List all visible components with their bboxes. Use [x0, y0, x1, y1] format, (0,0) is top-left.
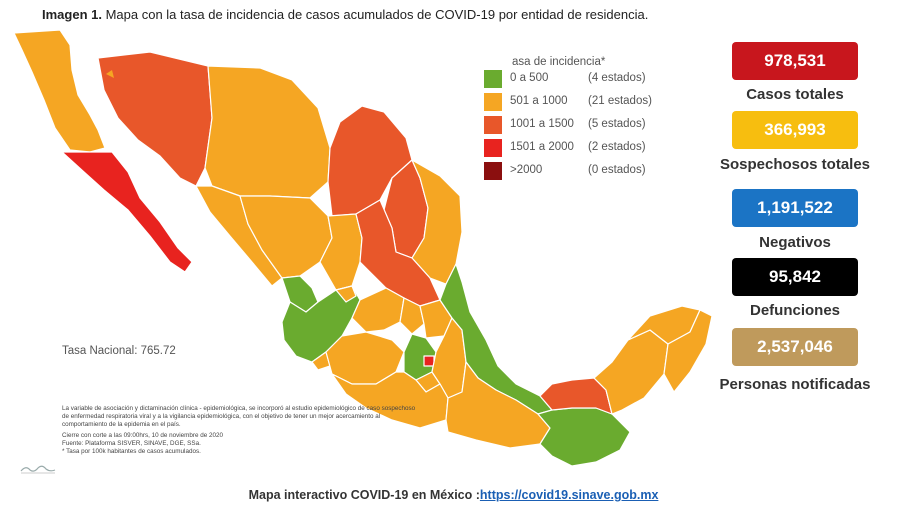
legend-count: (0 estados) [588, 164, 646, 176]
state-tamaulipas [411, 159, 463, 285]
stat-cases-label: Casos totales [746, 86, 844, 103]
state-guerrero [331, 371, 449, 429]
national-rate: Tasa Nacional: 765.72 [62, 345, 176, 357]
logo-icon [20, 465, 56, 474]
footnote-methodology: La variable de asociación y dictaminació… [62, 405, 416, 428]
stat-suspected-value: 366,993 [732, 111, 858, 149]
legend-swatch-orange [484, 93, 502, 111]
stat-negatives-label: Negativos [759, 234, 831, 251]
state-jalisco [281, 285, 361, 363]
legend-row: 1501 a 2000 (2 estados) [484, 139, 659, 157]
state-baja-california-sur [61, 151, 193, 273]
state-aguascalientes [335, 285, 357, 303]
legend-range: >2000 [510, 164, 543, 176]
state-quintana-roo [663, 309, 713, 393]
stat-deaths-value: 95,842 [732, 258, 858, 296]
stat-notified-value: 2,537,046 [732, 328, 858, 366]
stat-cases-value: 978,531 [732, 42, 858, 80]
stat-suspected-label: Sospechosos totales [719, 156, 871, 173]
legend-swatch-red [484, 139, 502, 157]
state-baja-california [13, 29, 106, 153]
legend-swatch-dark-red [484, 162, 502, 180]
legend-range: 0 a 500 [510, 72, 549, 84]
figure-title: Imagen 1. Mapa con la tasa de incidencia… [42, 7, 648, 22]
state-chiapas [537, 407, 631, 467]
island [106, 70, 114, 78]
state-queretaro [399, 297, 425, 335]
legend-swatch-dark-orange [484, 116, 502, 134]
footer: Mapa interactivo COVID-19 en México :htt… [0, 488, 907, 502]
legend-row: >2000 (0 estados) [484, 162, 659, 180]
stat-negatives-value: 1,191,522 [732, 189, 858, 227]
legend-row: 0 a 500 (4 estados) [484, 70, 659, 88]
footnote-source: Fuente: Plataforma SISVER, SINAVE, DGE, … [62, 440, 201, 447]
interactive-map-link[interactable]: https://covid19.sinave.gob.mx [479, 488, 659, 502]
legend-count: (2 estados) [588, 141, 646, 153]
stat-notified-label: Personas notificadas [719, 376, 871, 393]
legend-count: (5 estados) [588, 118, 646, 130]
legend-range: 1501 a 2000 [510, 141, 574, 153]
legend-range: 1001 a 1500 [510, 118, 574, 130]
footnotes: La variable de asociación y dictaminació… [62, 405, 422, 456]
footnote-cutoff: Cierre con corte a las 09:00hrs, 10 de n… [62, 432, 224, 439]
footnote-rate-definition: * Tasa por 100k habitantes de casos acum… [62, 448, 201, 455]
figure-title-text: Mapa con la tasa de incidencia de casos … [105, 7, 649, 22]
legend-title: asa de incidencia* [512, 56, 606, 68]
footer-text: Mapa interactivo COVID-19 en México : [248, 488, 480, 502]
legend-count: (21 estados) [588, 95, 652, 107]
figure-title-prefix: Imagen 1. [42, 7, 102, 22]
state-guanajuato [351, 287, 405, 333]
state-sonora [97, 51, 213, 187]
legend-row: 501 a 1000 (21 estados) [484, 93, 659, 111]
legend-swatch-green [484, 70, 502, 88]
stat-deaths-label: Defunciones [749, 302, 840, 319]
legend-row: 1001 a 1500 (5 estados) [484, 116, 659, 134]
state-chihuahua [204, 65, 331, 199]
state-cdmx [423, 355, 435, 367]
legend-count: (4 estados) [588, 72, 646, 84]
legend-range: 501 a 1000 [510, 95, 568, 107]
